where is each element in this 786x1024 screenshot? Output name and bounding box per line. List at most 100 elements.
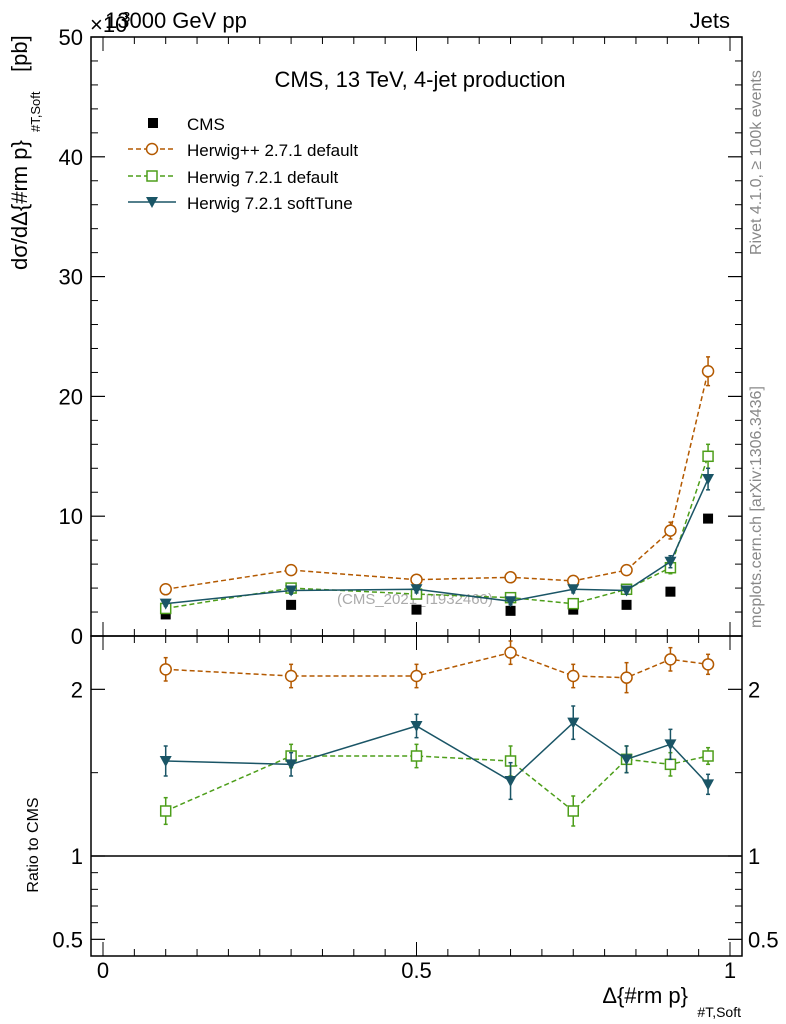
series-herwig-2-7-1-default	[159, 640, 715, 694]
point-herwig-2-7-1-default	[620, 671, 633, 684]
point-cms	[665, 586, 676, 597]
point-herwig-7-2-1-softtune	[285, 585, 298, 597]
main-axes: 0 10 20 30 40 50	[59, 25, 742, 649]
main-ytick-label: 0	[71, 624, 83, 649]
point-herwig-2-7-1-default	[664, 653, 677, 666]
point-herwig-7-2-1-default	[159, 805, 172, 817]
point-herwig-7-2-1-default	[410, 750, 423, 762]
point-herwig-2-7-1-default	[284, 563, 298, 577]
main-ytick-label: 40	[59, 145, 83, 170]
point-herwig-7-2-1-softtune	[504, 776, 517, 787]
legend-label-herwig7-softtune: Herwig 7.2.1 softTune	[187, 194, 353, 213]
y-axis-label-main: dσ/dΔ{#rm p}	[7, 140, 32, 270]
ratio-ytick-label-right: 2	[748, 677, 760, 702]
legend-item-herwig7-default: Herwig 7.2.1 default	[128, 168, 338, 187]
point-herwig-7-2-1-default	[664, 758, 677, 771]
series-herwig-7-2-1-softtune	[159, 467, 715, 610]
point-herwig-2-7-1-default	[284, 669, 298, 683]
ratio-axes: 0 0.5 1 0.5 0.5 1 1 2 2	[52, 636, 779, 983]
main-marks	[159, 356, 715, 620]
ratio-y-axis-label: Ratio to CMS	[25, 797, 42, 892]
point-herwig-2-7-1-default	[410, 573, 423, 586]
series-line-herwig-7-2-1-softtune	[165, 478, 709, 605]
legend-item-herwig7-softtune: Herwig 7.2.1 softTune	[128, 194, 353, 213]
point-cms	[160, 609, 171, 620]
series-line-herwig-7-2-1-softtune	[165, 721, 709, 785]
ratio-xtick-label: 0	[97, 958, 109, 983]
series-herwig-7-2-1-softtune	[159, 705, 715, 801]
point-herwig-2-7-1-default	[701, 658, 715, 671]
series-cms	[160, 513, 714, 620]
y-axis-label-sub: #T,Soft	[28, 91, 43, 132]
point-herwig-7-2-1-softtune	[410, 584, 423, 596]
legend-item-cms: CMS	[148, 115, 225, 134]
point-herwig-2-7-1-default	[701, 364, 715, 378]
point-herwig-7-2-1-softtune	[159, 756, 172, 767]
main-ytick-label: 10	[59, 504, 83, 529]
point-herwig-7-2-1-softtune	[702, 474, 715, 486]
point-herwig-7-2-1-softtune	[410, 721, 423, 732]
series-line-herwig-7-2-1-default	[165, 456, 709, 610]
ratio-ytick-label-left: 1	[71, 844, 83, 869]
legend-marker-herwigpp	[145, 142, 159, 156]
point-herwig-2-7-1-default	[567, 669, 580, 683]
legend-marker-herwig7-default	[146, 170, 158, 182]
legend-marker-cms	[148, 118, 158, 128]
legend-label-herwigpp: Herwig++ 2.7.1 default	[187, 141, 358, 160]
exponent-power: 3	[122, 9, 130, 26]
point-herwig-7-2-1-default	[567, 597, 579, 610]
point-cms	[621, 599, 632, 610]
point-cms	[703, 513, 714, 524]
point-herwig-7-2-1-softtune	[159, 598, 172, 610]
point-herwig-2-7-1-default	[504, 646, 517, 659]
legend-item-herwigpp: Herwig++ 2.7.1 default	[128, 141, 358, 160]
point-herwig-7-2-1-softtune	[567, 717, 580, 729]
point-herwig-2-7-1-default	[664, 524, 677, 537]
ratio-marks	[159, 640, 715, 827]
legend-marker-herwig7-softtune	[146, 197, 158, 208]
y-axis-label-unit: [pb]	[7, 35, 32, 72]
point-herwig-7-2-1-softtune	[702, 779, 715, 791]
main-ytick-label: 50	[59, 25, 83, 50]
point-herwig-7-2-1-default	[702, 750, 714, 762]
header-right-label: Jets	[690, 8, 730, 33]
mcplots-label: mcplots.cern.ch [arXiv:1306.3436]	[748, 386, 765, 628]
exponent-label: ×10	[90, 12, 127, 37]
point-herwig-2-7-1-default	[159, 663, 172, 676]
legend-label-herwig7-default: Herwig 7.2.1 default	[187, 168, 338, 187]
series-herwig-2-7-1-default	[159, 356, 715, 596]
point-herwig-2-7-1-default	[504, 571, 517, 584]
ratio-ytick-label-left: 0.5	[52, 927, 83, 952]
point-herwig-7-2-1-softtune	[664, 556, 677, 568]
ratio-xtick-label: 0.5	[401, 958, 432, 983]
point-herwig-7-2-1-default	[702, 450, 714, 463]
point-cms	[286, 599, 297, 610]
point-cms	[411, 604, 422, 615]
main-ytick-label: 30	[59, 265, 83, 290]
main-ytick-label: 20	[59, 384, 83, 409]
series-line-herwig-2-7-1-default	[165, 651, 709, 679]
ratio-ytick-label-right: 1	[748, 844, 760, 869]
header-left-label: 13000 GeV pp	[105, 8, 247, 33]
point-herwig-7-2-1-softtune	[504, 596, 517, 608]
x-axis-label-sub: #T,Soft	[697, 1004, 741, 1020]
point-cms	[505, 605, 516, 616]
legend-label-cms: CMS	[187, 115, 225, 134]
point-herwig-7-2-1-softtune	[620, 754, 633, 766]
chart-title: CMS, 13 TeV, 4-jet production	[274, 67, 565, 92]
point-herwig-2-7-1-default	[620, 563, 633, 577]
point-herwig-2-7-1-default	[159, 583, 172, 596]
point-herwig-7-2-1-softtune	[664, 739, 677, 751]
point-herwig-7-2-1-softtune	[285, 759, 298, 771]
point-cms	[568, 604, 579, 615]
legend: CMS Herwig++ 2.7.1 default Herwig 7.2.1 …	[128, 115, 358, 213]
point-herwig-7-2-1-softtune	[567, 584, 580, 596]
rivet-label: Rivet 4.1.0, ≥ 100k events	[748, 70, 765, 255]
ratio-xtick-label: 1	[724, 958, 736, 983]
point-herwig-7-2-1-default	[567, 805, 579, 817]
series-line-herwig-2-7-1-default	[165, 371, 709, 591]
point-herwig-2-7-1-default	[410, 669, 423, 683]
point-herwig-7-2-1-softtune	[620, 585, 633, 597]
ratio-ytick-label-right: 0.5	[748, 927, 779, 952]
